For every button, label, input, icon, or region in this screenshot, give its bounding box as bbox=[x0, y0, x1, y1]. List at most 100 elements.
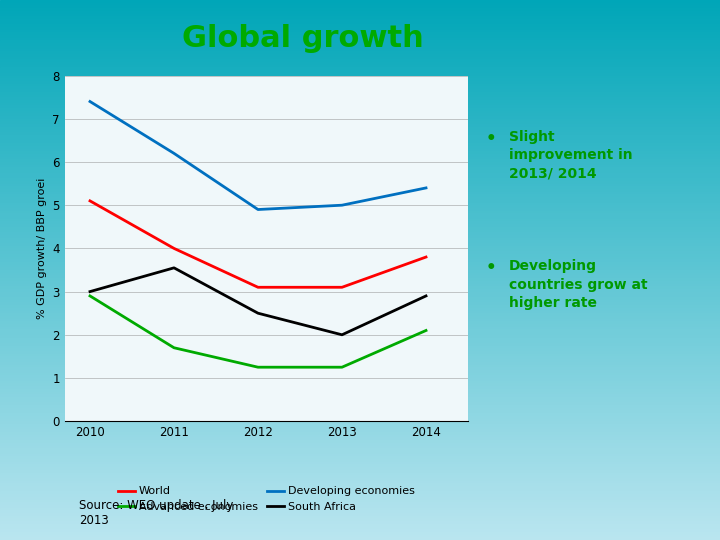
Bar bbox=[0, 151, 720, 154]
Bar bbox=[0, 356, 720, 359]
Bar bbox=[0, 413, 720, 416]
Bar bbox=[0, 278, 720, 281]
Bar bbox=[0, 238, 720, 240]
Bar bbox=[0, 432, 720, 435]
Bar bbox=[0, 30, 720, 32]
Bar bbox=[0, 367, 720, 370]
Bar bbox=[0, 302, 720, 305]
Bar bbox=[0, 351, 720, 354]
Bar bbox=[0, 143, 720, 146]
Bar bbox=[0, 518, 720, 521]
Bar bbox=[0, 327, 720, 329]
Bar bbox=[0, 300, 720, 302]
Bar bbox=[0, 508, 720, 510]
Bar bbox=[0, 119, 720, 122]
Bar bbox=[0, 46, 720, 49]
Bar bbox=[0, 208, 720, 211]
Bar bbox=[0, 243, 720, 246]
Bar bbox=[0, 510, 720, 513]
Bar bbox=[0, 524, 720, 526]
Bar bbox=[0, 454, 720, 456]
Bar bbox=[0, 408, 720, 410]
Bar bbox=[0, 84, 720, 86]
Bar bbox=[0, 537, 720, 540]
Bar bbox=[0, 370, 720, 373]
Bar bbox=[0, 135, 720, 138]
Bar bbox=[0, 486, 720, 489]
Bar bbox=[0, 70, 720, 73]
Bar bbox=[0, 246, 720, 248]
Bar bbox=[0, 535, 720, 537]
Bar bbox=[0, 27, 720, 30]
Bar bbox=[0, 16, 720, 19]
Bar bbox=[0, 148, 720, 151]
Bar bbox=[0, 513, 720, 516]
Bar bbox=[0, 405, 720, 408]
Bar bbox=[0, 483, 720, 486]
Bar bbox=[0, 54, 720, 57]
Bar bbox=[0, 443, 720, 445]
Bar bbox=[0, 124, 720, 127]
Bar bbox=[0, 378, 720, 381]
Bar bbox=[0, 94, 720, 97]
Bar bbox=[0, 43, 720, 46]
Bar bbox=[0, 232, 720, 235]
Bar bbox=[0, 313, 720, 316]
Bar bbox=[0, 343, 720, 346]
Bar bbox=[0, 418, 720, 421]
Text: Global growth: Global growth bbox=[181, 24, 423, 53]
Bar bbox=[0, 502, 720, 505]
Bar bbox=[0, 381, 720, 383]
Bar bbox=[0, 35, 720, 38]
Bar bbox=[0, 319, 720, 321]
Bar bbox=[0, 11, 720, 14]
Bar bbox=[0, 78, 720, 81]
Bar bbox=[0, 256, 720, 259]
Bar bbox=[0, 111, 720, 113]
Bar bbox=[0, 389, 720, 392]
Bar bbox=[0, 49, 720, 51]
Bar bbox=[0, 176, 720, 178]
Bar bbox=[0, 275, 720, 278]
Bar bbox=[0, 464, 720, 467]
Bar bbox=[0, 68, 720, 70]
Bar bbox=[0, 335, 720, 338]
Bar bbox=[0, 340, 720, 343]
Bar bbox=[0, 216, 720, 219]
Bar bbox=[0, 251, 720, 254]
Bar bbox=[0, 446, 720, 448]
Bar bbox=[0, 73, 720, 76]
Bar bbox=[0, 81, 720, 84]
Bar bbox=[0, 400, 720, 402]
Bar bbox=[0, 402, 720, 405]
Bar bbox=[0, 221, 720, 224]
Bar bbox=[0, 267, 720, 270]
Bar bbox=[0, 497, 720, 500]
Bar bbox=[0, 491, 720, 494]
Bar bbox=[0, 462, 720, 464]
Bar bbox=[0, 197, 720, 200]
Bar bbox=[0, 394, 720, 397]
Bar bbox=[0, 348, 720, 351]
Bar bbox=[0, 154, 720, 157]
Bar bbox=[0, 459, 720, 462]
Bar bbox=[0, 65, 720, 68]
Bar bbox=[0, 51, 720, 54]
Bar bbox=[0, 192, 720, 194]
Bar bbox=[0, 40, 720, 43]
Bar bbox=[0, 516, 720, 518]
Legend: World, Advanced economies, Developing economies, South Africa: World, Advanced economies, Developing ec… bbox=[114, 482, 419, 516]
Bar bbox=[0, 265, 720, 267]
Bar bbox=[0, 184, 720, 186]
Bar bbox=[0, 97, 720, 100]
Bar bbox=[0, 338, 720, 340]
Bar bbox=[0, 157, 720, 159]
Bar bbox=[0, 386, 720, 389]
Bar bbox=[0, 416, 720, 418]
Bar bbox=[0, 440, 720, 443]
Bar bbox=[0, 100, 720, 103]
Bar bbox=[0, 62, 720, 65]
Bar bbox=[0, 397, 720, 400]
Bar bbox=[0, 410, 720, 413]
Bar bbox=[0, 332, 720, 335]
